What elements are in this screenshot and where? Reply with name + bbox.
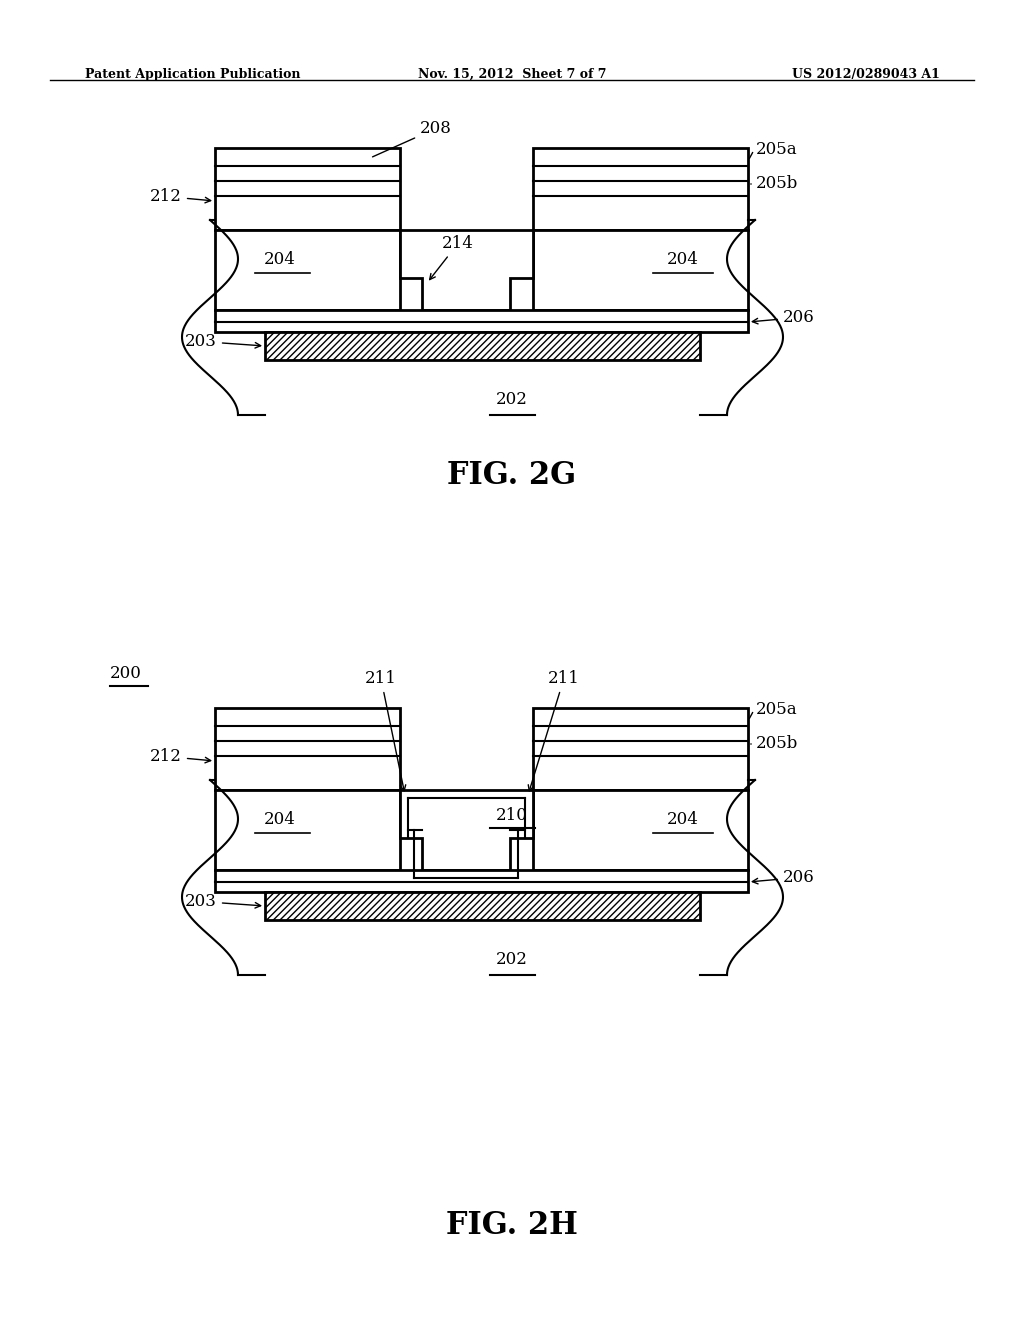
Text: 212: 212	[150, 748, 211, 766]
Text: Patent Application Publication: Patent Application Publication	[85, 69, 300, 81]
Text: 211: 211	[528, 671, 580, 791]
Polygon shape	[215, 148, 400, 230]
Polygon shape	[400, 789, 534, 870]
Polygon shape	[215, 310, 748, 333]
Polygon shape	[265, 892, 700, 920]
Polygon shape	[265, 333, 700, 360]
Polygon shape	[534, 708, 748, 789]
Text: 208: 208	[373, 120, 452, 157]
Polygon shape	[215, 708, 400, 789]
Text: 204: 204	[264, 252, 296, 268]
Text: 200: 200	[110, 664, 142, 681]
Text: 204: 204	[264, 812, 296, 829]
Polygon shape	[534, 148, 748, 230]
Polygon shape	[534, 789, 748, 870]
Text: 212: 212	[150, 187, 211, 205]
Text: FIG. 2G: FIG. 2G	[447, 459, 577, 491]
Text: 214: 214	[430, 235, 474, 280]
Polygon shape	[215, 230, 400, 310]
Text: 204: 204	[667, 812, 699, 829]
Text: 203: 203	[185, 333, 261, 350]
Polygon shape	[215, 789, 400, 870]
Text: 205b: 205b	[756, 176, 799, 193]
Text: FIG. 2H: FIG. 2H	[446, 1209, 578, 1241]
Polygon shape	[534, 230, 748, 310]
Text: 206: 206	[753, 869, 815, 886]
Polygon shape	[215, 870, 748, 892]
Text: 210: 210	[496, 807, 528, 824]
Text: 202: 202	[496, 392, 528, 408]
Text: 204: 204	[667, 252, 699, 268]
Text: 205a: 205a	[756, 701, 798, 718]
Text: 205b: 205b	[756, 735, 799, 752]
Text: 205a: 205a	[756, 141, 798, 158]
Text: US 2012/0289043 A1: US 2012/0289043 A1	[793, 69, 940, 81]
Text: 211: 211	[365, 671, 406, 791]
Text: 203: 203	[185, 894, 261, 909]
Text: 206: 206	[753, 309, 815, 326]
Polygon shape	[400, 230, 534, 310]
Text: Nov. 15, 2012  Sheet 7 of 7: Nov. 15, 2012 Sheet 7 of 7	[418, 69, 606, 81]
Text: 202: 202	[496, 952, 528, 969]
